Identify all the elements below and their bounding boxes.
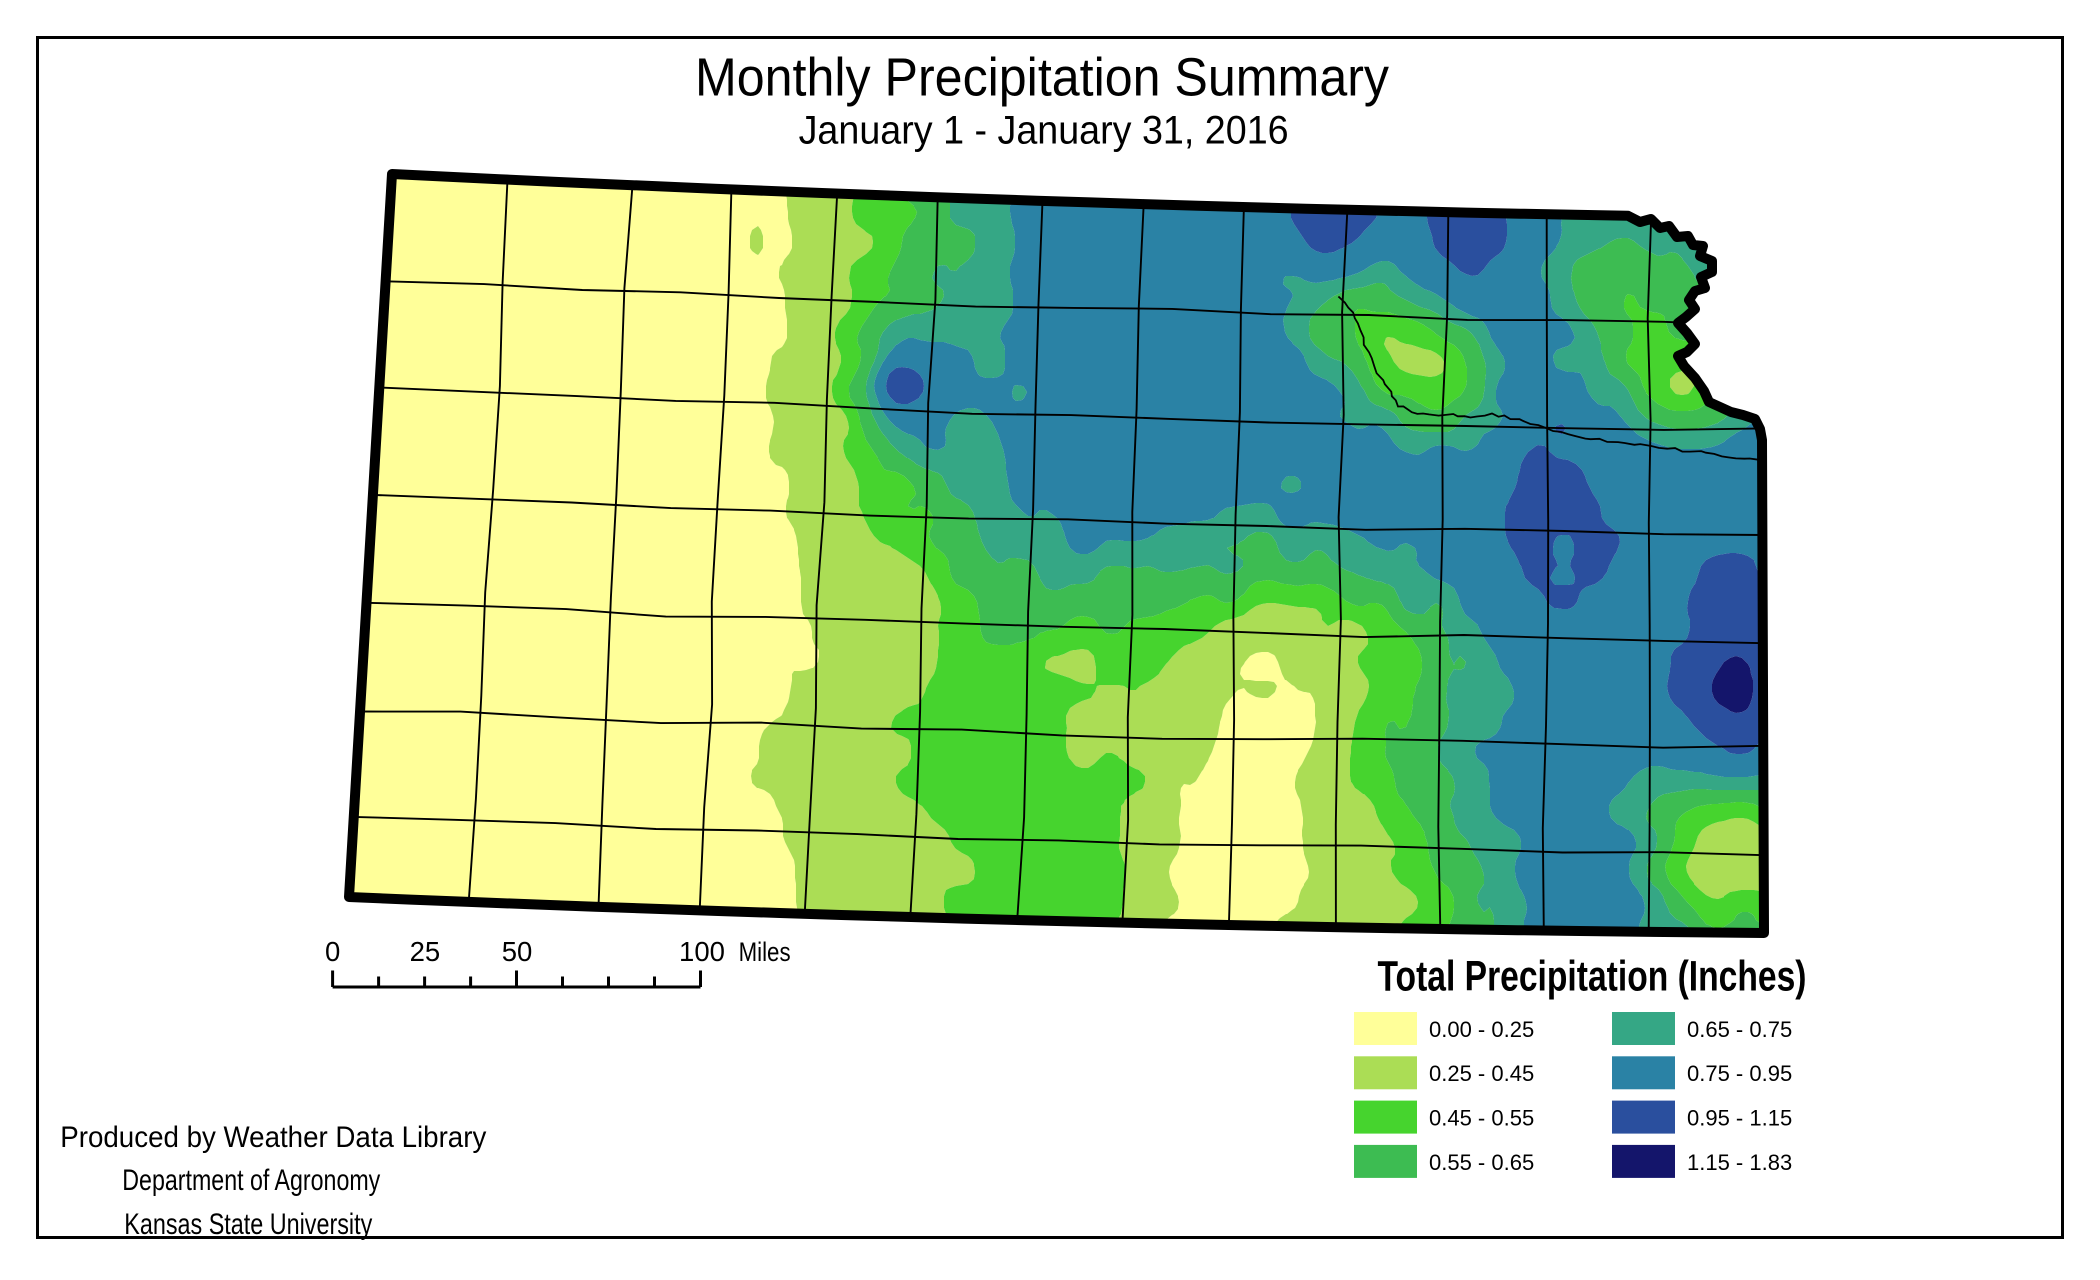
svg-text:0.00 - 0.25: 0.00 - 0.25 — [1429, 1017, 1534, 1042]
svg-text:100: 100 — [679, 936, 725, 967]
svg-text:0.75 - 0.95: 0.75 - 0.95 — [1687, 1061, 1792, 1086]
svg-text:Total Precipitation (Inches): Total Precipitation (Inches) — [1378, 953, 1807, 1001]
svg-text:0.55 - 0.65: 0.55 - 0.65 — [1429, 1150, 1534, 1175]
svg-text:0.95 - 1.15: 0.95 - 1.15 — [1687, 1106, 1792, 1131]
svg-text:0.65 - 0.75: 0.65 - 0.75 — [1687, 1017, 1792, 1042]
svg-text:Miles: Miles — [739, 937, 791, 967]
svg-text:0.45 - 0.55: 0.45 - 0.55 — [1429, 1106, 1534, 1131]
svg-text:1.15 - 1.83: 1.15 - 1.83 — [1687, 1150, 1792, 1175]
svg-text:Monthly Precipitation Summary: Monthly Precipitation Summary — [695, 48, 1389, 108]
svg-text:Kansas State University: Kansas State University — [124, 1208, 372, 1241]
svg-text:Produced by Weather Data Libra: Produced by Weather Data Library — [60, 1121, 486, 1154]
svg-text:Department of Agronomy: Department of Agronomy — [122, 1164, 380, 1197]
svg-text:50: 50 — [502, 936, 533, 967]
svg-text:25: 25 — [410, 936, 441, 967]
svg-text:January 1 - January 31, 2016: January 1 - January 31, 2016 — [799, 108, 1289, 152]
svg-text:0: 0 — [325, 936, 340, 967]
svg-text:0.25 - 0.45: 0.25 - 0.45 — [1429, 1061, 1534, 1086]
